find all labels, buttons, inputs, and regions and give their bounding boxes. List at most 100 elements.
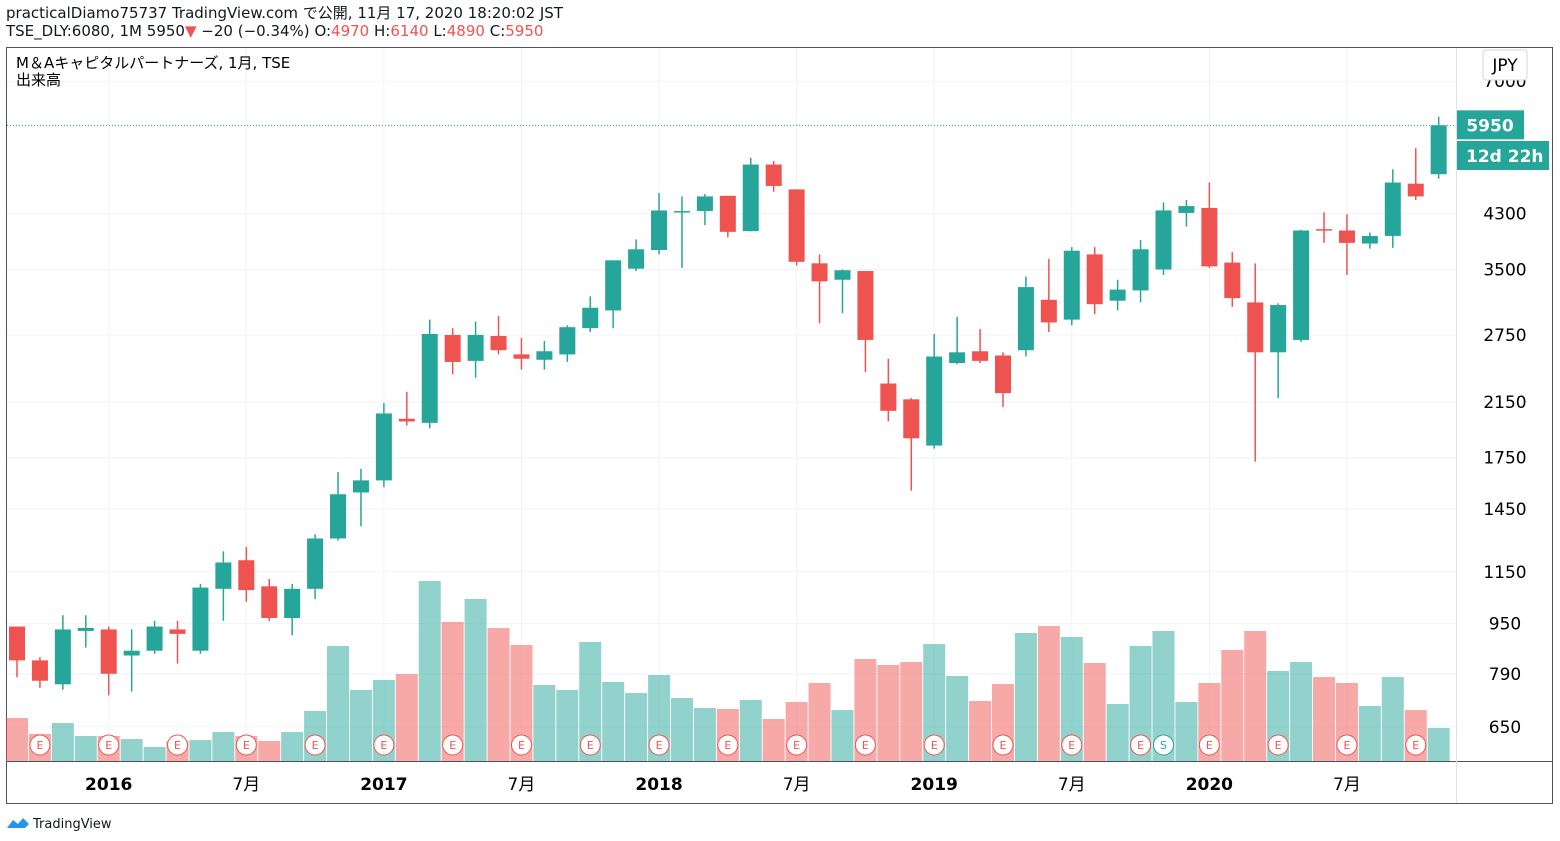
volume-bar — [395, 674, 418, 761]
event-label: E — [105, 739, 112, 752]
candle-body — [31, 660, 48, 681]
volume-bar — [1106, 704, 1129, 761]
event-label: E — [1206, 739, 1213, 752]
event-label: E — [587, 739, 594, 752]
h-label: H: — [374, 22, 391, 40]
volume-bar — [464, 599, 487, 761]
event-marker — [1130, 734, 1152, 756]
volume-bar — [602, 682, 625, 761]
x-tick-label: 2019 — [911, 775, 958, 795]
candle-body — [444, 334, 461, 362]
candle-body — [1132, 249, 1149, 291]
candle-body — [1338, 230, 1355, 243]
volume-bar — [831, 710, 854, 761]
event-marker — [1336, 734, 1358, 756]
chart-frame — [6, 47, 1553, 804]
candle-body — [1017, 287, 1034, 351]
event-marker — [1267, 734, 1289, 756]
event-marker — [1061, 734, 1083, 756]
event-label: E — [174, 739, 181, 752]
volume-bar — [258, 741, 281, 761]
y-tick-label: 1150 — [1483, 563, 1526, 583]
countdown: 12d 22h — [1466, 147, 1544, 167]
logo-icon[interactable] — [7, 818, 29, 828]
volume-bar — [74, 736, 97, 761]
volume-bar — [510, 645, 533, 761]
currency[interactable]: JPY — [1491, 56, 1518, 76]
l-value: 4890 — [446, 22, 485, 40]
candle-body — [1270, 305, 1287, 353]
event-label: E — [518, 739, 525, 752]
candle-body — [352, 480, 369, 493]
volume-bar — [946, 676, 969, 761]
event-label: E — [380, 739, 387, 752]
event-label: E — [862, 739, 869, 752]
event-marker — [1405, 734, 1427, 756]
countdown-box — [1457, 141, 1549, 170]
candle-body — [169, 629, 186, 634]
candle-body — [673, 211, 690, 213]
event-label: E — [36, 739, 43, 752]
x-tick-label: 7月 — [1333, 775, 1361, 795]
event-marker — [1198, 734, 1220, 756]
y-tick-label: 2150 — [1483, 393, 1526, 413]
footer-logo[interactable]: TradingView — [7, 817, 112, 832]
last-price-label: 5950 — [1466, 116, 1513, 136]
event-label: E — [1137, 739, 1144, 752]
x-tick-label: 2018 — [635, 775, 682, 795]
volume-bar — [1037, 626, 1060, 761]
volume-bar — [143, 747, 166, 761]
candle-body — [398, 418, 415, 422]
candle-body — [719, 195, 736, 232]
candle-body — [742, 164, 759, 232]
event-marker — [235, 734, 257, 756]
candle-body — [1430, 125, 1447, 175]
volume-bar — [120, 739, 143, 761]
volume-bar — [556, 690, 579, 761]
candle-body — [1384, 182, 1401, 236]
h-value: 6140 — [390, 22, 429, 40]
volume-bar — [808, 683, 831, 761]
volume-bar — [487, 628, 510, 761]
event-label: E — [1000, 739, 1007, 752]
event-label: E — [656, 739, 663, 752]
volume-bar — [1060, 637, 1083, 761]
y-tick-label: 3500 — [1483, 260, 1526, 280]
volume-bar — [579, 642, 602, 761]
candle-body — [192, 587, 209, 651]
o-label: O: — [314, 22, 332, 40]
volume-bar — [670, 698, 693, 761]
event-marker — [854, 734, 876, 756]
candle-body — [421, 333, 438, 423]
y-tick-label: 2750 — [1483, 326, 1526, 346]
volume-bar — [1358, 706, 1381, 761]
volume-legend: 出来高 — [16, 71, 61, 89]
volume-bar — [1313, 677, 1336, 761]
candle-body — [1178, 206, 1195, 213]
event-marker — [717, 734, 739, 756]
volume-bar — [693, 708, 716, 761]
candle-body — [765, 164, 782, 186]
currency-box[interactable] — [1482, 49, 1528, 81]
event-marker — [167, 734, 189, 756]
event-label: E — [931, 739, 938, 752]
volume-bar — [281, 732, 304, 761]
candle-body — [972, 351, 989, 361]
candle-body — [9, 626, 25, 661]
candle-body — [926, 356, 943, 446]
change: −20 (−0.34%) — [201, 22, 310, 40]
footer-text[interactable]: TradingView — [32, 817, 112, 832]
candle-body — [605, 260, 622, 311]
volume-bar — [762, 719, 785, 761]
x-tick-label: 2020 — [1186, 775, 1233, 795]
volume-bar — [349, 690, 372, 761]
candle-body — [857, 271, 874, 340]
candle-body — [1293, 230, 1310, 340]
candle-body — [1063, 250, 1080, 320]
volume-bar — [969, 701, 992, 761]
candle-body — [100, 629, 117, 674]
candle-body — [811, 263, 828, 282]
y-tick-label: 1450 — [1483, 500, 1526, 520]
